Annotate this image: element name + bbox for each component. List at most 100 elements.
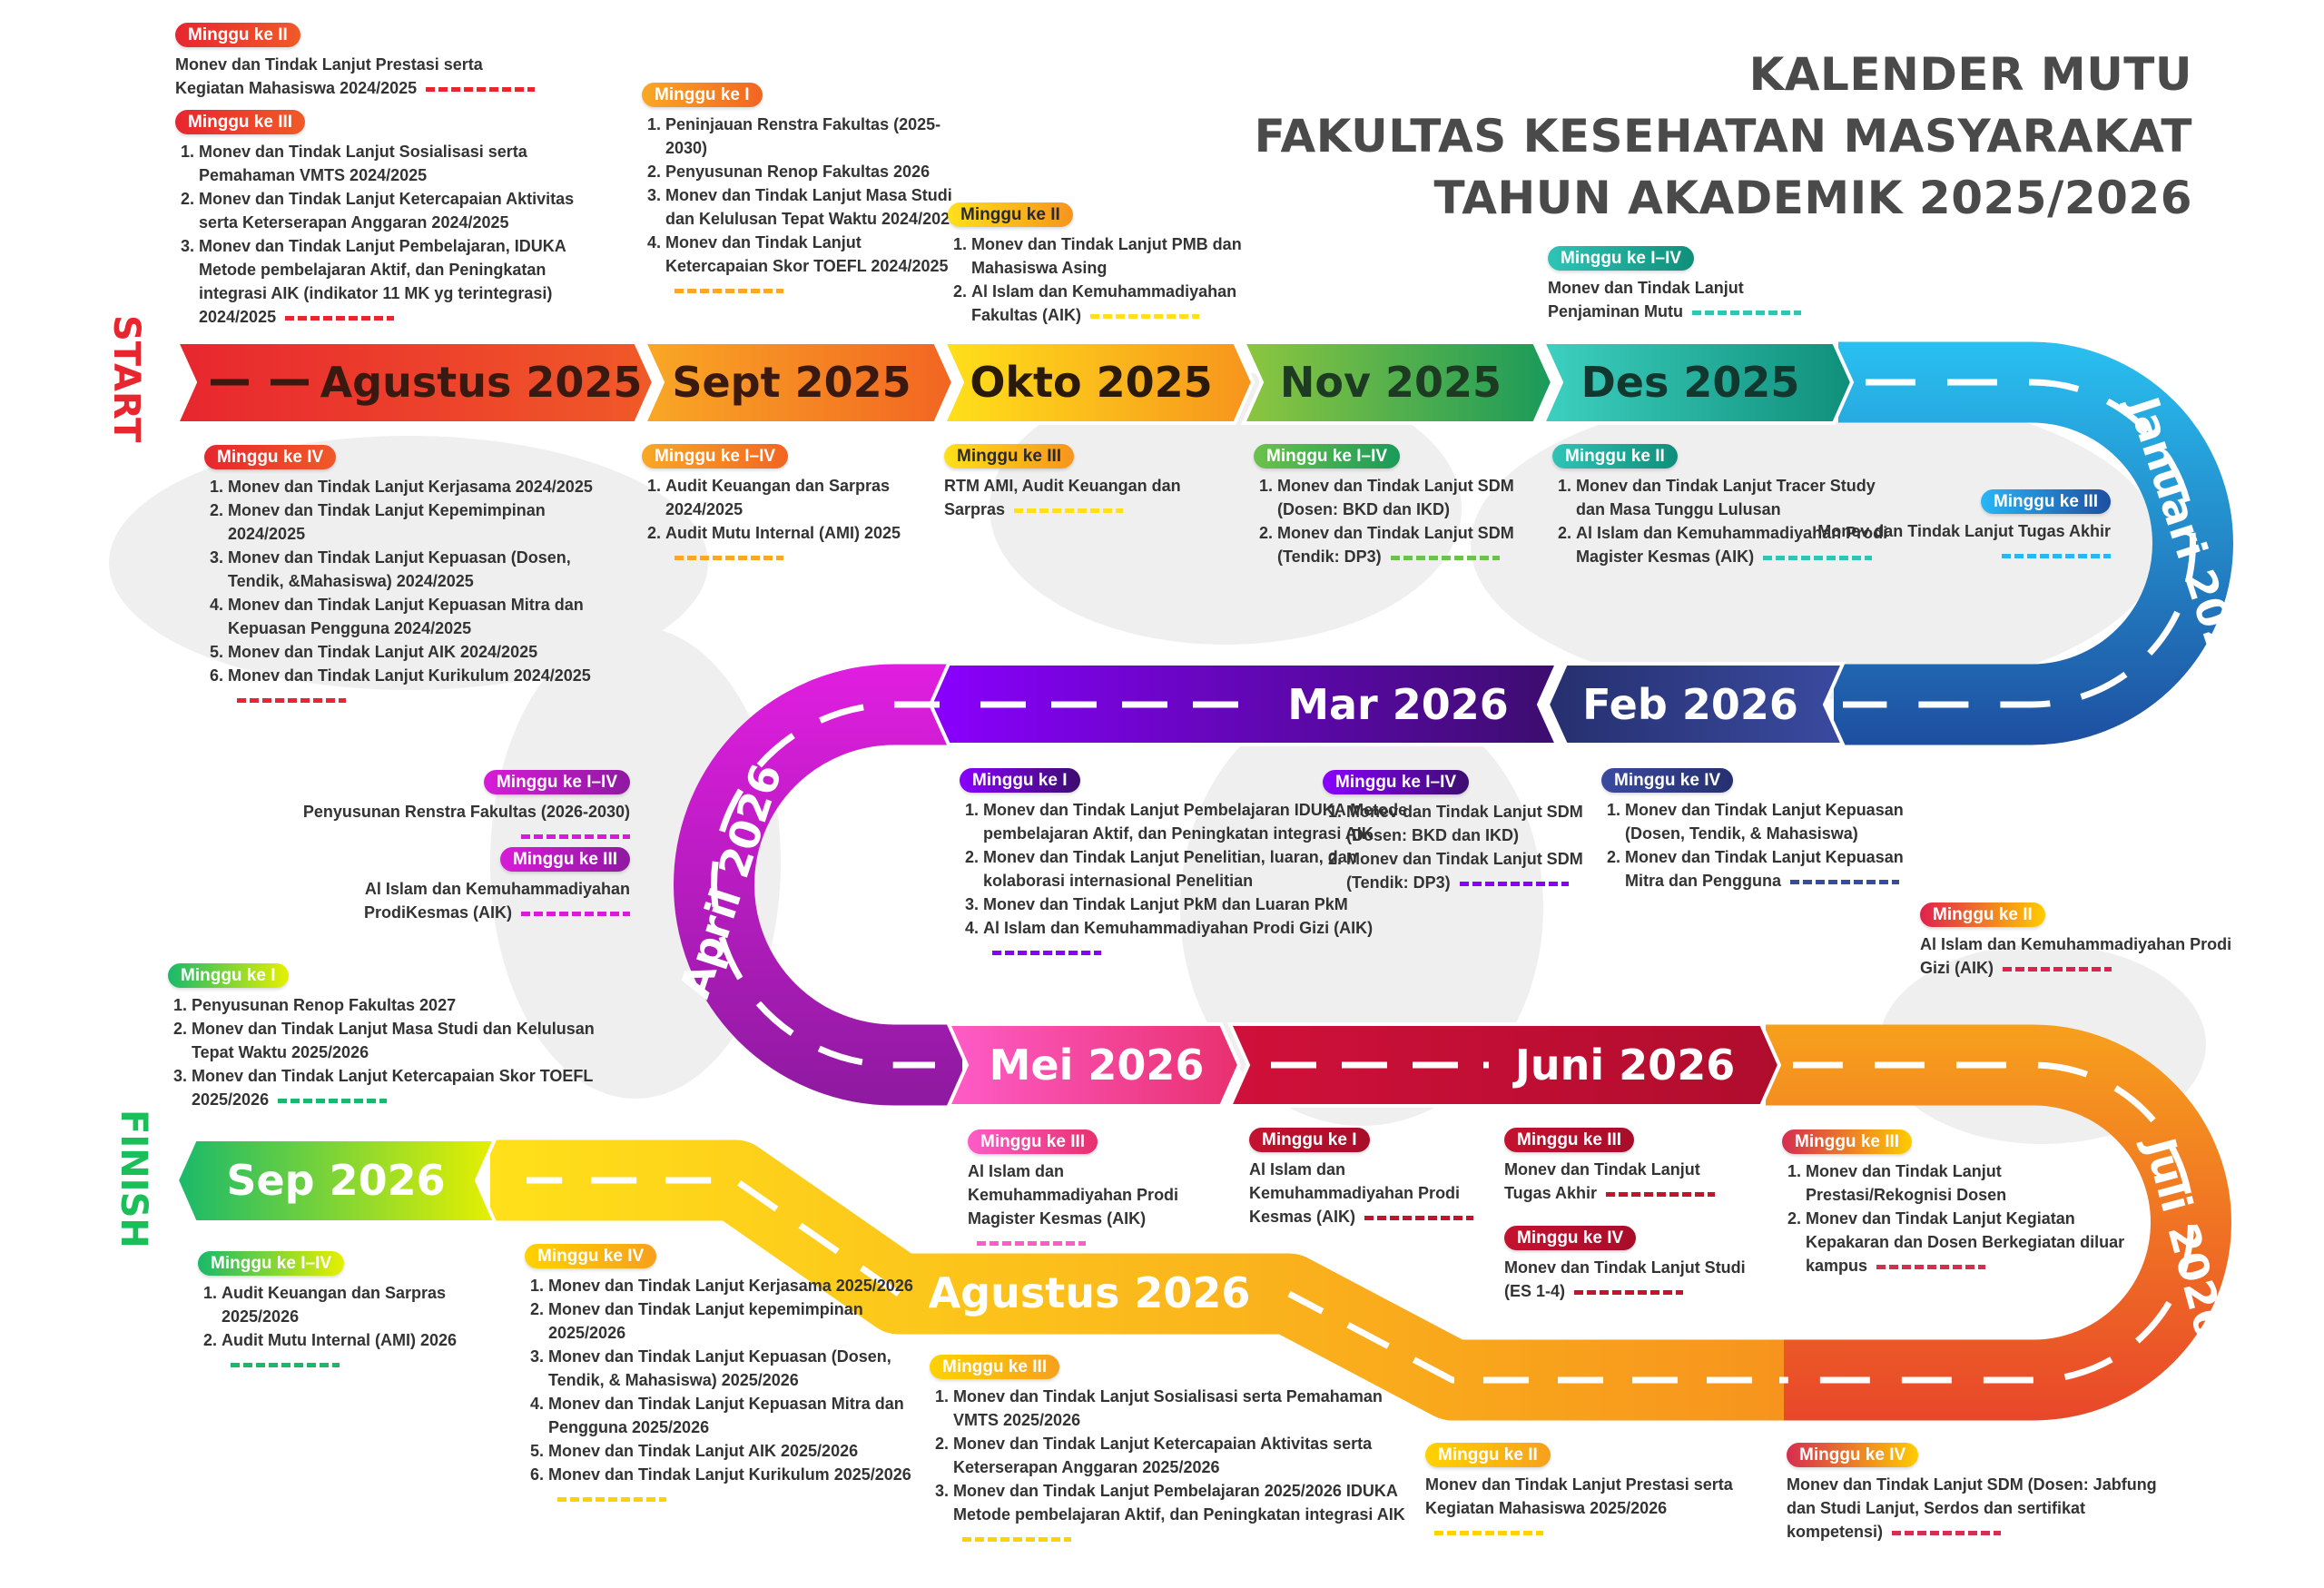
activity-item: Monev dan Tindak Lanjut Studi (ES 1-4) bbox=[1504, 1256, 1749, 1303]
activity-item: Al Islam dan Kemuhammadiyahan Prodi Kesm… bbox=[1249, 1158, 1503, 1228]
month-label-sep-2026: Sep 2026 bbox=[226, 1156, 445, 1205]
activity-item: Audit Keuangan dan Sarpras 2024/2025 bbox=[665, 474, 932, 521]
activity-text: Monev dan Tindak Lanjut SDM (Tendik: DP3… bbox=[1346, 850, 1583, 892]
dashed-marker bbox=[521, 911, 630, 916]
week-badge: Minggu ke III bbox=[1504, 1128, 1635, 1152]
activity-section: Minggu ke III Monev dan Tindak Lanjut Sos… bbox=[175, 110, 611, 329]
activity-text: Monev dan Tindak Lanjut Masa Studi dan K… bbox=[192, 1020, 595, 1061]
activity-text: Monev dan Tindak Lanjut SDM (Tendik: DP3… bbox=[1277, 524, 1514, 566]
activity-section: Minggu ke III Monev dan Tindak Lanjut Pre… bbox=[1782, 1129, 2136, 1277]
activity-text: Peninjauan Renstra Fakultas (2025-2030) bbox=[665, 115, 941, 157]
road-dashes bbox=[211, 379, 2196, 1384]
dashed-marker bbox=[521, 833, 630, 839]
dashed-marker bbox=[1014, 508, 1124, 513]
activity-item: Audit Keuangan dan Sarpras 2025/2026 bbox=[222, 1281, 525, 1328]
week-badge: Minggu ke II bbox=[948, 202, 1073, 227]
activity-text: Monev dan Tindak Lanjut Pembelajaran 202… bbox=[953, 1482, 1405, 1524]
dashed-marker bbox=[1606, 1191, 1716, 1197]
activity-section: Minggu ke III Monev dan Tindak Lanjut Sos… bbox=[930, 1355, 1420, 1550]
activity-item: Monev dan Tindak Lanjut kepemimpinan 202… bbox=[548, 1297, 933, 1345]
dashed-marker bbox=[237, 697, 346, 703]
activity-text: Monev dan Tindak Lanjut Ketercapaian Akt… bbox=[953, 1435, 1373, 1476]
activity-text: Monev dan Tindak Lanjut Kurikulum 2024/2… bbox=[228, 666, 591, 685]
dashed-marker bbox=[2002, 553, 2111, 558]
page-title: KALENDER MUTU FAKULTAS KESEHATAN MASYARA… bbox=[1255, 44, 2192, 229]
activity-text: Monev dan Tindak Lanjut Penjaminan Mutu bbox=[1548, 279, 1744, 321]
activity-text: Monev dan Tindak Lanjut Kepuasan Mitra d… bbox=[548, 1395, 904, 1436]
title-line-1: KALENDER MUTU bbox=[1748, 48, 2192, 101]
road-nov-2025 bbox=[1240, 340, 1555, 425]
activity-text: Al Islam dan Kemuhammadiyahan Prodi Kesm… bbox=[1249, 1160, 1461, 1226]
activity-section: Minggu ke III RTM AMI, Audit Keuangan dan… bbox=[944, 444, 1189, 521]
activity-section: Minggu ke II Monev dan Tindak Lanjut Pres… bbox=[1425, 1443, 1770, 1544]
activity-text: Monev dan Tindak Lanjut PMB dan Mahasisw… bbox=[971, 235, 1242, 277]
activity-item: Monev dan Tindak Lanjut AIK 2024/2025 bbox=[228, 640, 617, 664]
activity-text: Penyusunan Renstra Fakultas (2026-2030) bbox=[302, 803, 630, 821]
activity-item: Monev dan Tindak Lanjut Prestasi serta K… bbox=[1425, 1473, 1770, 1544]
activity-item: Monev dan Tindak Lanjut SDM (Dosen: BKD … bbox=[1277, 474, 1526, 521]
activity-section: Minggu ke III Monev dan Tindak Lanjut Tug… bbox=[1816, 489, 2111, 567]
road-sep-2026 bbox=[174, 1138, 498, 1224]
week-badge: Minggu ke III bbox=[175, 110, 306, 134]
activity-section: Minggu ke I Al Islam dan Kemuhammadiyahan… bbox=[1249, 1128, 1503, 1228]
activity-list: Monev dan Tindak Lanjut Prestasi/Rekogni… bbox=[1782, 1159, 2136, 1277]
activity-section: Minggu ke I–IV Monev dan Tindak Lanjut SD… bbox=[1254, 444, 1526, 568]
road-des-2025 bbox=[1540, 340, 1855, 425]
activity-section: Minggu ke I–IV Monev dan Tindak Lanjut SD… bbox=[1323, 770, 1595, 894]
activity-item: Al Islam dan Kemuhammadiyahan Prodi Magi… bbox=[1576, 521, 1888, 568]
activity-list: Penyusunan Renop Fakultas 2027 Monev dan … bbox=[168, 993, 604, 1111]
activity-item: Monev dan Tindak Lanjut SDM (Tendik: DP3… bbox=[1346, 847, 1595, 894]
activity-item: Penyusunan Renop Fakultas 2026 bbox=[665, 160, 960, 183]
activity-section: Minggu ke I–IV Audit Keuangan dan Sarpras… bbox=[198, 1251, 525, 1376]
activity-text: Monev dan Tindak Lanjut Prestasi/Rekogni… bbox=[1806, 1162, 2007, 1204]
activity-text: Monev dan Tindak Lanjut Ketercapaian Sko… bbox=[192, 1067, 594, 1109]
week-badge: Minggu ke IV bbox=[1504, 1226, 1637, 1250]
month-label-agustus-2025: Agustus 2025 bbox=[320, 358, 643, 407]
week-badge: Minggu ke II bbox=[1552, 444, 1678, 469]
activity-item: Peninjauan Renstra Fakultas (2025-2030) bbox=[665, 113, 960, 160]
activity-item: Monev dan Tindak Lanjut Ketercapaian Akt… bbox=[953, 1432, 1420, 1479]
month-label-feb-2026: Feb 2026 bbox=[1582, 680, 1798, 729]
title-line-2: FAKULTAS KESEHATAN MASYARAKAT bbox=[1254, 110, 2192, 163]
activity-text: Audit Keuangan dan Sarpras 2025/2026 bbox=[222, 1284, 447, 1326]
title-line-3: TAHUN AKADEMIK 2025/2026 bbox=[1433, 172, 2192, 224]
activity-text: Penyusunan Renop Fakultas 2026 bbox=[665, 163, 931, 181]
dashed-marker bbox=[992, 950, 1101, 955]
dashed-marker bbox=[962, 1536, 1071, 1542]
month-label-juni-2026: Juni 2026 bbox=[1512, 1041, 1735, 1090]
activity-item: Monev dan Tindak Lanjut Masa Studi dan K… bbox=[192, 1017, 604, 1064]
dashed-marker bbox=[1090, 313, 1200, 319]
week-badge: Minggu ke II bbox=[1920, 902, 2045, 927]
activity-item: Monev dan Tindak Lanjut Prestasi/Rekogni… bbox=[1806, 1159, 2136, 1207]
activity-text: Monev dan Tindak Lanjut SDM (Dosen: BKD … bbox=[1277, 477, 1514, 518]
week-badge: Minggu ke I bbox=[642, 83, 763, 107]
activity-text: Monev dan Tindak Lanjut Kurikulum 2025/2… bbox=[548, 1465, 911, 1484]
activity-text: Monev dan Tindak Lanjut Masa Studi dan K… bbox=[665, 186, 960, 228]
week-badge: Minggu ke I bbox=[1249, 1128, 1370, 1152]
activity-list: Monev dan Tindak Lanjut Sosialisasi sert… bbox=[175, 140, 611, 329]
activity-text: Monev dan Tindak Lanjut Ketercapaian Sko… bbox=[665, 233, 949, 275]
activity-item: Monev dan Tindak Lanjut PkM dan Luaran P… bbox=[983, 893, 1423, 916]
dashed-marker bbox=[1434, 1530, 1543, 1535]
activity-section: Minggu ke IV Monev dan Tindak Lanjut Kepu… bbox=[1601, 768, 1910, 893]
dashed-marker bbox=[1459, 881, 1569, 886]
activity-text: Al Islam dan Kemuhammadiyahan Prodi Magi… bbox=[968, 1162, 1179, 1228]
activity-section: Minggu ke III Monev dan Tindak Lanjut Tug… bbox=[1504, 1128, 1749, 1205]
week-badge: Minggu ke III bbox=[968, 1129, 1098, 1154]
activity-item: Monev dan Tindak Lanjut Kepuasan (Dosen,… bbox=[1625, 798, 1910, 845]
week-badge: Minggu ke I–IV bbox=[1323, 770, 1470, 794]
activity-text: Monev dan Tindak Lanjut Tugas Akhir bbox=[1817, 522, 2111, 540]
activity-section: Minggu ke II Monev dan Tindak Lanjut Pres… bbox=[175, 23, 538, 100]
activity-text: Monev dan Tindak Lanjut Kegiatan Kepakar… bbox=[1806, 1209, 2125, 1275]
activity-list: Monev dan Tindak Lanjut Pembelajaran IDU… bbox=[960, 798, 1423, 963]
activity-text: Monev dan Tindak Lanjut Penelitian, luar… bbox=[983, 848, 1357, 890]
activity-text: Monev dan Tindak Lanjut Ketercapaian Akt… bbox=[199, 190, 575, 232]
week-badge: Minggu ke I–IV bbox=[198, 1251, 345, 1276]
dashed-marker bbox=[1574, 1289, 1684, 1295]
month-label-mar-2026: Mar 2026 bbox=[1287, 680, 1509, 729]
month-label-des-2025: Des 2025 bbox=[1581, 358, 1800, 407]
month-label-okto-2025: Okto 2025 bbox=[970, 358, 1212, 407]
activity-item: Al Islam dan Kemuhammadiyahan Prodi Gizi… bbox=[1920, 932, 2238, 980]
activity-text: Penyusunan Renop Fakultas 2027 bbox=[192, 996, 457, 1014]
